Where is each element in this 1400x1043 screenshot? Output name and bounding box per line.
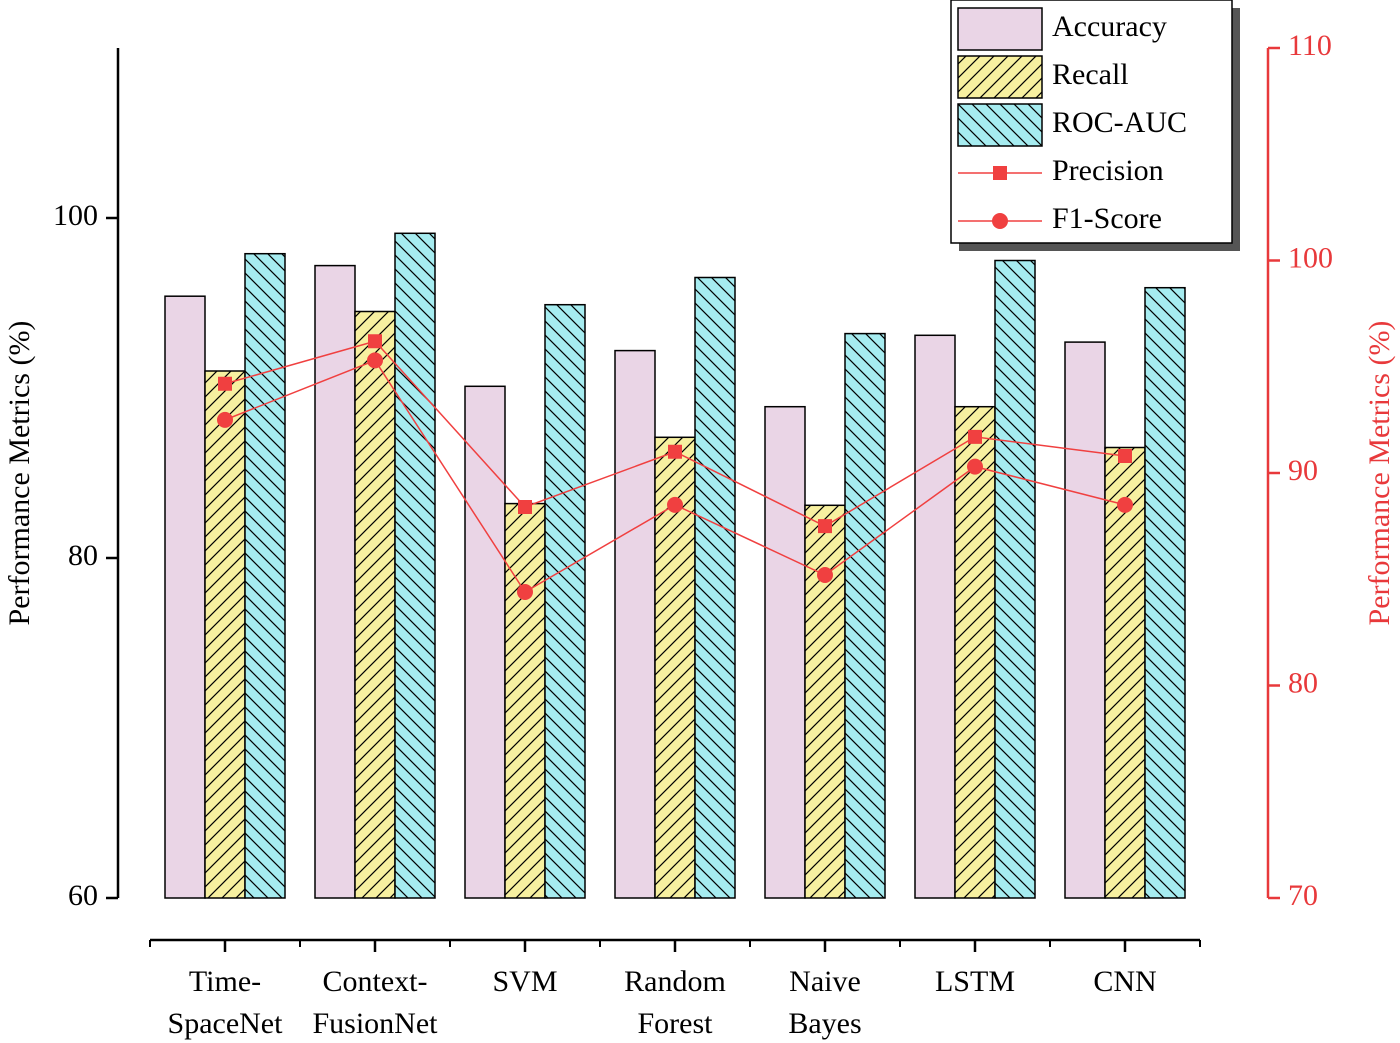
bar	[994, 259, 1036, 899]
x-tick-label: Time-SpaceNet	[168, 965, 284, 1040]
bar	[654, 436, 696, 899]
legend-label: ROC-AUC	[1052, 106, 1187, 139]
legend-label: Precision	[1052, 154, 1164, 187]
marker	[818, 519, 832, 534]
bar	[544, 303, 586, 899]
y2-tick-label: 100	[1288, 241, 1333, 274]
marker	[992, 213, 1008, 229]
bar	[1104, 446, 1146, 899]
x-tick-label: LSTM	[935, 965, 1015, 998]
y2-tick-label: 110	[1288, 29, 1332, 62]
y-tick-label: 100	[53, 199, 98, 232]
bar	[694, 276, 736, 899]
marker	[517, 584, 533, 600]
bar	[164, 295, 206, 899]
x-tick-label: Context-FusionNet	[312, 965, 438, 1040]
bar	[804, 504, 846, 899]
legend-label: Recall	[1052, 58, 1129, 91]
bar	[954, 405, 996, 899]
bar	[1144, 286, 1186, 899]
bar	[614, 349, 656, 899]
legend-swatch	[957, 7, 1043, 51]
bar	[354, 310, 396, 899]
y2-tick-label: 90	[1288, 454, 1318, 487]
bar	[764, 405, 806, 899]
marker	[667, 496, 683, 513]
marker	[1117, 496, 1133, 513]
marker	[367, 352, 383, 369]
y2-axis-label: Performance Metrics (%)	[1363, 321, 1396, 626]
y-axis-label: Performance Metrics (%)	[3, 321, 36, 626]
bar	[244, 252, 286, 899]
legend-swatch	[957, 103, 1043, 147]
bar	[844, 332, 886, 899]
x-tick-label: Naive Bayes	[788, 965, 861, 1040]
y-tick-label: 80	[68, 539, 98, 572]
marker	[518, 500, 532, 514]
y-tick-label: 60	[68, 879, 98, 912]
marker	[668, 444, 682, 459]
y2-tick-label: 70	[1288, 879, 1318, 912]
marker	[368, 334, 382, 349]
marker	[967, 458, 983, 475]
x-tick-label: Random Forest	[624, 965, 726, 1040]
marker	[1118, 449, 1132, 463]
bar	[394, 232, 436, 899]
bar	[1064, 341, 1106, 899]
bar	[204, 370, 246, 899]
legend-swatch	[957, 55, 1043, 99]
y2-tick-label: 80	[1288, 666, 1318, 699]
marker	[993, 166, 1007, 180]
marker	[217, 411, 233, 428]
x-tick-label: SVM	[492, 965, 557, 998]
legend-label: F1-Score	[1052, 202, 1162, 235]
marker	[968, 429, 982, 444]
marker	[218, 376, 232, 391]
bar	[914, 334, 956, 899]
legend-label: Accuracy	[1052, 10, 1167, 43]
bar	[464, 385, 506, 899]
bar	[314, 264, 356, 899]
bar	[504, 502, 546, 899]
marker	[817, 567, 833, 583]
x-tick-label: CNN	[1093, 965, 1156, 998]
